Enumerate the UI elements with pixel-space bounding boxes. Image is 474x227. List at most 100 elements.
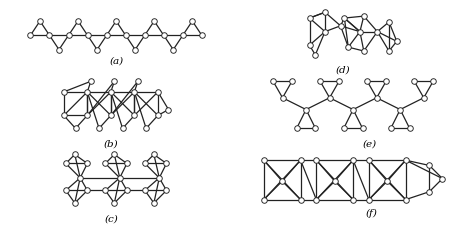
- Point: [150, 20, 158, 24]
- Point: [141, 162, 149, 165]
- Point: [349, 108, 357, 112]
- Point: [337, 25, 344, 29]
- Point: [62, 162, 70, 165]
- Point: [142, 127, 150, 131]
- Point: [130, 114, 138, 118]
- Point: [356, 31, 364, 34]
- Point: [110, 80, 118, 84]
- Point: [123, 189, 131, 192]
- Point: [331, 180, 338, 183]
- Point: [426, 190, 433, 194]
- Point: [36, 20, 44, 24]
- Point: [278, 180, 286, 183]
- Point: [297, 159, 304, 162]
- Point: [360, 15, 367, 19]
- Point: [365, 159, 373, 162]
- Point: [410, 80, 418, 84]
- Point: [60, 91, 68, 94]
- Point: [71, 153, 79, 157]
- Point: [71, 201, 79, 205]
- Point: [154, 114, 162, 118]
- Point: [116, 176, 124, 180]
- Point: [164, 108, 172, 112]
- Point: [326, 96, 333, 100]
- Point: [340, 127, 347, 131]
- Point: [170, 49, 177, 52]
- Text: (e): (e): [362, 139, 376, 148]
- Point: [341, 17, 348, 21]
- Point: [83, 114, 91, 118]
- Point: [103, 34, 110, 38]
- Point: [374, 31, 381, 34]
- Point: [84, 34, 91, 38]
- Point: [438, 177, 446, 181]
- Point: [269, 80, 277, 84]
- Point: [154, 91, 162, 94]
- Point: [302, 108, 310, 112]
- Point: [387, 127, 394, 131]
- Point: [72, 127, 79, 131]
- Point: [93, 49, 101, 52]
- Point: [189, 20, 196, 24]
- Point: [393, 40, 401, 44]
- Point: [306, 17, 313, 21]
- Point: [150, 201, 158, 205]
- Point: [46, 34, 53, 38]
- Point: [62, 189, 70, 192]
- Point: [279, 96, 286, 100]
- Point: [83, 91, 91, 94]
- Point: [260, 198, 268, 202]
- Point: [131, 49, 139, 52]
- Point: [321, 11, 329, 15]
- Text: (a): (a): [109, 57, 123, 66]
- Point: [402, 198, 410, 202]
- Point: [383, 180, 391, 183]
- Point: [112, 20, 120, 24]
- Point: [83, 189, 91, 192]
- Point: [288, 80, 296, 84]
- Point: [316, 80, 324, 84]
- Point: [150, 153, 158, 157]
- Point: [60, 114, 68, 118]
- Point: [163, 162, 170, 165]
- Point: [373, 96, 381, 100]
- Point: [396, 108, 404, 112]
- Point: [385, 21, 393, 25]
- Point: [360, 50, 367, 54]
- Point: [383, 80, 390, 84]
- Point: [107, 114, 115, 118]
- Point: [141, 189, 149, 192]
- Point: [198, 34, 206, 38]
- Point: [110, 201, 118, 205]
- Text: (d): (d): [335, 65, 350, 74]
- Point: [141, 34, 148, 38]
- Point: [312, 198, 320, 202]
- Point: [420, 96, 428, 100]
- Point: [385, 50, 393, 54]
- Point: [365, 198, 373, 202]
- Point: [312, 127, 319, 131]
- Text: (b): (b): [104, 139, 118, 148]
- Point: [101, 162, 109, 165]
- Point: [27, 34, 34, 38]
- Point: [364, 80, 371, 84]
- Point: [55, 49, 63, 52]
- Text: (f): (f): [365, 208, 377, 217]
- Point: [107, 91, 115, 94]
- Point: [110, 153, 118, 157]
- Point: [359, 127, 366, 131]
- Point: [160, 34, 167, 38]
- Point: [134, 80, 142, 84]
- Point: [293, 127, 301, 131]
- Point: [163, 189, 170, 192]
- Text: (c): (c): [104, 214, 118, 223]
- Point: [95, 127, 103, 131]
- Point: [130, 91, 138, 94]
- Point: [426, 164, 433, 168]
- Point: [119, 127, 127, 131]
- Point: [349, 159, 357, 162]
- Point: [297, 198, 304, 202]
- Point: [306, 44, 313, 48]
- Point: [87, 80, 95, 84]
- Point: [321, 31, 329, 34]
